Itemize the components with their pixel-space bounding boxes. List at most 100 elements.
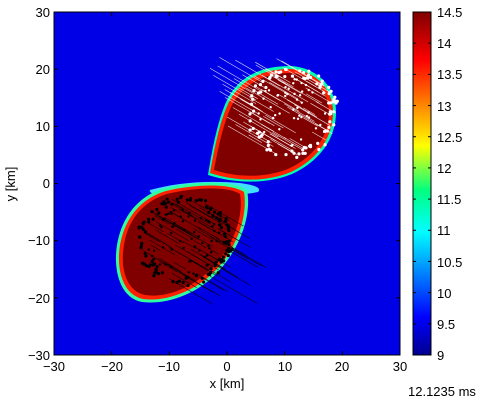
particle-dot — [164, 263, 167, 266]
particle-dot — [322, 91, 326, 95]
particle-dot — [139, 246, 143, 250]
particle-dot — [185, 198, 190, 202]
particle-dot — [292, 82, 295, 85]
particle-dot — [155, 207, 159, 212]
particle-dot — [155, 265, 159, 269]
particle-dot — [329, 89, 333, 93]
velocity-streak — [294, 71, 330, 93]
particle-dot — [182, 246, 185, 250]
velocity-streak — [233, 78, 279, 105]
particle-dot — [259, 118, 262, 121]
particle-dot — [224, 216, 228, 221]
particle-dot — [306, 73, 311, 77]
x-tick-label: 20 — [335, 359, 349, 374]
particle-dot — [257, 112, 260, 115]
particle-dot — [201, 241, 204, 245]
particle-dot — [277, 70, 281, 75]
particle-dot — [186, 283, 190, 288]
lower-object — [115, 182, 267, 305]
particle-dot — [262, 130, 266, 134]
velocity-streak — [224, 89, 261, 111]
particle-dot — [208, 220, 211, 224]
velocity-streak — [143, 220, 164, 233]
particle-dot — [185, 275, 190, 279]
velocity-streak — [272, 132, 302, 150]
colorbar-tick-label: 9.5 — [437, 317, 455, 332]
particle-dot — [182, 228, 186, 232]
particle-dot — [199, 198, 204, 202]
velocity-streak — [282, 81, 320, 104]
y-tick-label: 20 — [36, 62, 50, 77]
particle-dot — [292, 151, 296, 155]
x-tick-label: 10 — [278, 359, 292, 374]
particle-dot — [150, 259, 154, 264]
particle-dot — [210, 251, 213, 254]
particle-dot — [264, 89, 267, 93]
particle-dot — [251, 126, 255, 131]
velocity-streak — [306, 80, 326, 93]
particle-dot — [176, 200, 180, 204]
velocity-streak — [181, 209, 214, 229]
velocity-streak — [150, 244, 161, 251]
particle-dot — [298, 114, 301, 117]
velocity-streak — [142, 230, 169, 246]
particle-dot — [292, 116, 296, 120]
particle-dot — [295, 78, 298, 81]
velocity-streak — [229, 92, 259, 109]
velocity-streak — [287, 106, 329, 131]
velocity-streak — [222, 83, 256, 104]
colorbar-tick-label: 13 — [437, 99, 451, 114]
particle-dot — [212, 229, 216, 232]
particle-dot — [140, 261, 145, 265]
particle-dot — [308, 144, 312, 148]
velocity-streak — [303, 107, 316, 115]
particle-dot — [209, 206, 213, 210]
particle-dot — [290, 144, 293, 147]
particle-dot — [217, 257, 222, 261]
velocity-streak — [213, 75, 256, 101]
upper-object — [208, 57, 339, 182]
velocity-streak — [278, 79, 302, 94]
velocity-streak — [154, 229, 179, 244]
colorbar-tick-label: 11.5 — [437, 192, 461, 207]
colorbar — [412, 11, 432, 356]
colorbar-tick-label: 14 — [437, 36, 451, 51]
velocity-streak — [201, 277, 224, 291]
particle-dot — [296, 106, 299, 110]
particle-dot — [209, 267, 213, 271]
particle-dot — [300, 90, 304, 93]
particle-dot — [297, 152, 301, 156]
particle-dot — [284, 94, 287, 98]
particle-dot — [187, 271, 190, 274]
velocity-streak — [185, 201, 214, 219]
particle-dot — [161, 246, 165, 249]
velocity-streak — [312, 131, 326, 141]
particle-dot — [308, 75, 313, 80]
particle-dot — [227, 239, 231, 244]
particle-dot — [140, 225, 144, 229]
x-axis-ticks — [53, 12, 401, 355]
particle-dot — [210, 239, 213, 243]
particle-dot — [215, 216, 219, 220]
particle-dot — [295, 98, 299, 101]
particle-dot — [259, 90, 263, 94]
velocity-streak — [192, 201, 206, 209]
velocity-streak — [208, 248, 219, 255]
y-tick-label: 10 — [36, 119, 50, 134]
particle-dot — [307, 88, 310, 92]
particle-dot — [284, 152, 288, 157]
particle-dot — [261, 79, 265, 83]
particle-dot — [296, 117, 300, 120]
particle-dot — [212, 210, 217, 214]
velocity-streak — [187, 251, 221, 272]
particle-dot — [181, 219, 185, 223]
particle-dot — [151, 254, 154, 258]
particle-dot — [219, 225, 224, 230]
velocity-streak — [143, 232, 160, 243]
y-axis-ticks — [54, 11, 400, 356]
particle-dot — [138, 235, 142, 239]
velocity-streak — [191, 261, 219, 277]
particle-dot — [157, 211, 161, 215]
particle-dot — [329, 111, 333, 116]
